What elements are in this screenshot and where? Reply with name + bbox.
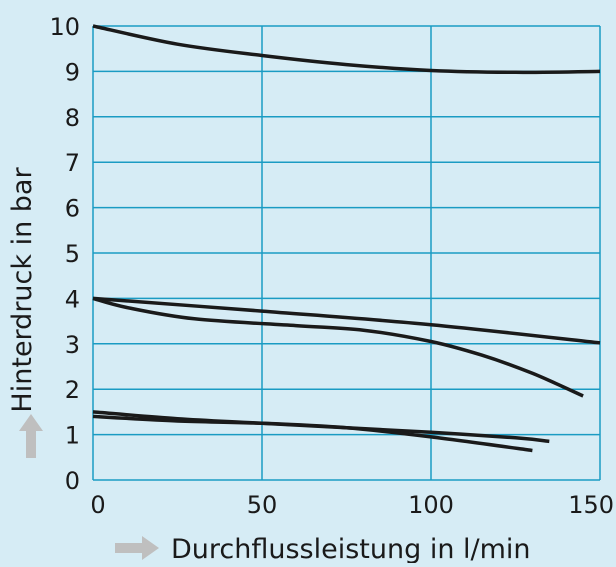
y-tick-label: 9 — [65, 58, 80, 86]
y-axis-arrow-icon — [19, 414, 43, 458]
y-tick-label: 8 — [65, 104, 80, 132]
x-tick-label: 50 — [247, 491, 278, 519]
series-line-2 — [92, 296, 601, 345]
y-tick-label: 7 — [65, 149, 80, 177]
x-tick-label: 150 — [568, 491, 614, 519]
y-tick-label: 6 — [65, 195, 80, 223]
y-tick-label: 2 — [65, 376, 80, 404]
x-tick-label: 0 — [90, 491, 105, 519]
y-tick-label: 3 — [65, 331, 80, 359]
y-tick-label: 10 — [49, 13, 80, 41]
series-layer — [92, 24, 601, 453]
x-tick-label: 100 — [408, 491, 454, 519]
x-axis-arrow-icon — [115, 536, 159, 560]
series-line-3 — [92, 296, 584, 398]
y-tick-label: 4 — [65, 285, 80, 313]
series-line-5 — [92, 414, 533, 453]
y-axis-label: Hinterdruck in bar — [7, 167, 38, 413]
y-tick-label: 5 — [65, 240, 80, 268]
x-axis-label: Durchflussleistung in l/min — [171, 534, 531, 563]
series-line-1 — [92, 24, 601, 75]
y-tick-label: 1 — [65, 422, 80, 450]
y-tick-label: 0 — [65, 467, 80, 495]
grid-layer — [92, 25, 601, 481]
